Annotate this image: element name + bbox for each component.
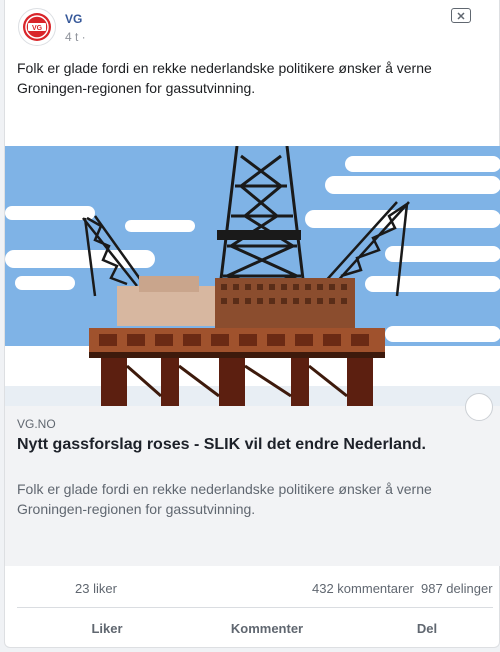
link-preview[interactable]: VG.NO Nytt gassforslag roses - SLIK vil … <box>5 393 500 566</box>
avatar[interactable]: VG <box>18 8 56 46</box>
link-image[interactable] <box>5 146 500 406</box>
post-author[interactable]: VG <box>65 12 83 26</box>
link-description: Folk er glade fordi en rekke nederlandsk… <box>17 481 432 517</box>
post-timestamp[interactable]: 4 t · <box>65 30 86 44</box>
close-icon <box>457 11 465 20</box>
svg-text:VG: VG <box>32 25 43 32</box>
comments-count[interactable]: 432 kommentarer <box>312 581 414 596</box>
share-button[interactable]: Del <box>416 620 438 636</box>
post-actions: Liker Kommenter Del <box>5 608 500 648</box>
post-card: VG VG 4 t · Folk er glade fordi en rekke… <box>4 0 500 648</box>
shares-count[interactable]: 987 delinger <box>421 581 493 596</box>
like-button[interactable]: Liker <box>91 620 123 636</box>
likes-count[interactable]: 23 liker <box>75 581 117 596</box>
divider <box>17 607 493 608</box>
post-text: Folk er glade fordi en rekke nederlandsk… <box>17 60 432 96</box>
post-stats: 23 liker 432 kommentarer 987 delinger <box>5 566 500 608</box>
vg-logo-icon: VG <box>23 13 51 41</box>
link-source: VG.NO <box>17 417 56 431</box>
post-header: VG VG 4 t · <box>5 0 499 50</box>
link-title[interactable]: Nytt gassforslag roses - SLIK vil det en… <box>17 436 426 453</box>
link-options-button[interactable] <box>465 393 493 421</box>
hide-post-button[interactable] <box>451 8 471 23</box>
comment-button[interactable]: Kommenter <box>230 620 304 636</box>
oil-platform-illustration <box>5 146 500 406</box>
